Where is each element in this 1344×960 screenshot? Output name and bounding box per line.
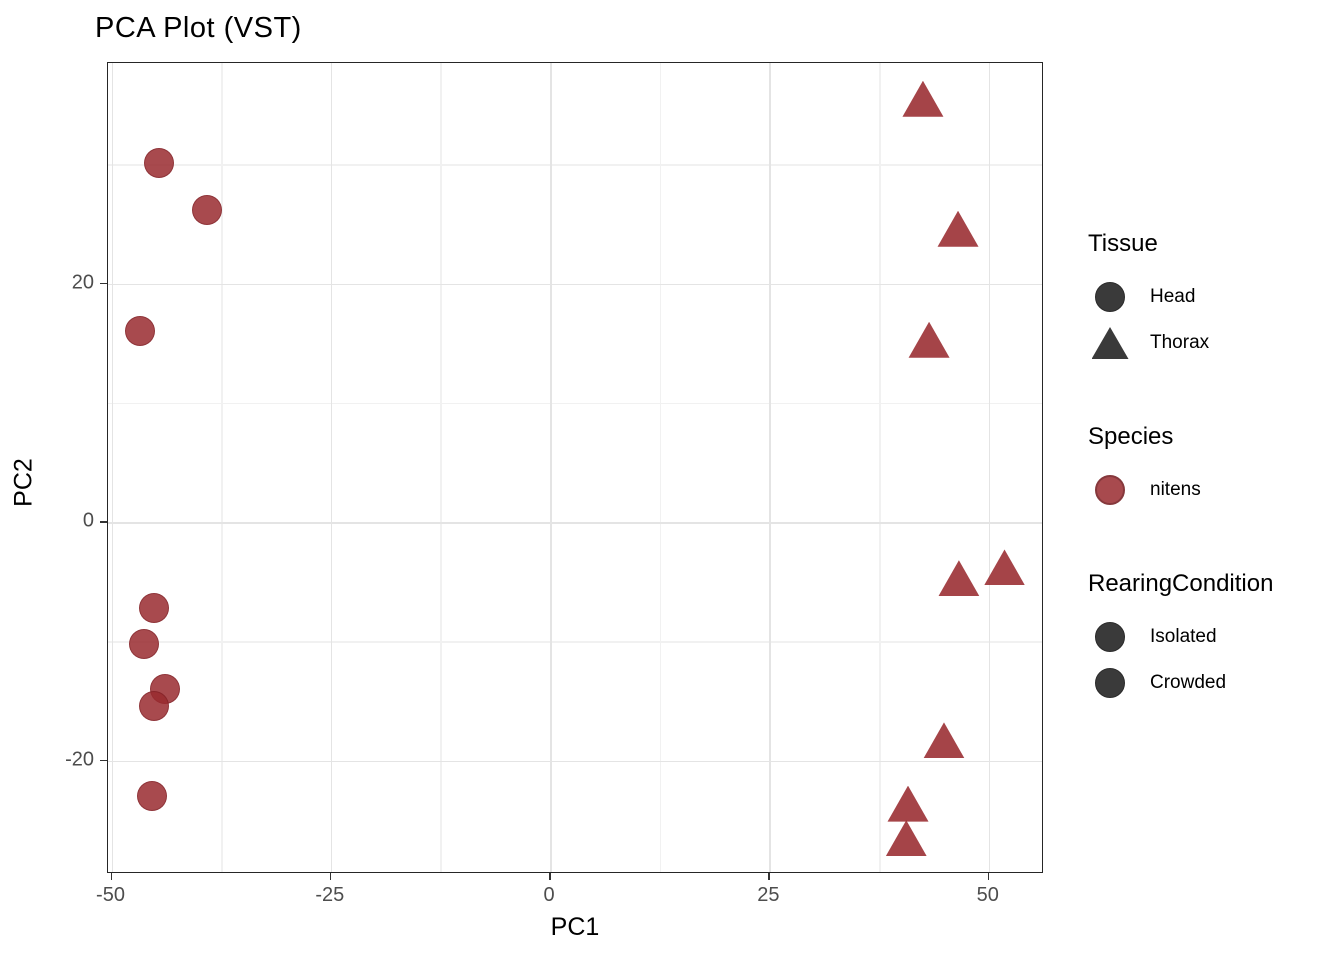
x-gridline-minor	[221, 63, 223, 872]
legend-label-head: Head	[1150, 286, 1196, 307]
legend-item-head: Head	[1088, 274, 1209, 320]
x-axis-tick	[987, 873, 990, 880]
y-tick-label: 20	[71, 271, 94, 294]
data-point-triangle-thorax	[902, 80, 944, 117]
legend-title-rearing: RearingCondition	[1088, 570, 1274, 597]
plot-title: PCA Plot (VST)	[95, 12, 302, 44]
x-gridline-major	[769, 63, 771, 872]
data-point-circle-head	[128, 628, 159, 659]
y-gridline-major	[108, 760, 1042, 763]
x-tick-label: -50	[96, 884, 125, 906]
x-gridline-minor	[879, 63, 881, 872]
data-point-circle-head	[138, 690, 169, 721]
data-point-triangle-thorax	[937, 210, 979, 247]
head-circle-icon	[1095, 282, 1125, 312]
data-point-circle-head	[138, 593, 169, 624]
legend-label-thorax: Thorax	[1150, 332, 1210, 353]
x-gridline-major	[111, 63, 113, 872]
y-gridline-minor	[108, 164, 1042, 166]
x-tick-label: 25	[757, 884, 780, 906]
nitens-circle-icon	[1095, 475, 1125, 505]
x-gridline-major	[330, 63, 333, 872]
x-axis-tick	[110, 873, 112, 880]
thorax-triangle-icon	[1091, 327, 1129, 359]
legend-label-nitens: nitens	[1150, 479, 1201, 500]
data-point-triangle-thorax	[908, 321, 950, 358]
data-point-circle-head	[143, 148, 174, 179]
x-gridline-minor	[659, 63, 662, 872]
plot-panel	[107, 62, 1043, 873]
legend-item-thorax: Thorax	[1088, 320, 1209, 366]
x-axis-tick	[329, 873, 332, 880]
y-gridline-major	[108, 522, 1042, 524]
isolated-circle-icon	[1095, 622, 1125, 652]
y-tick-label: -20	[65, 748, 94, 771]
data-point-triangle-thorax	[885, 820, 927, 857]
crowded-circle-icon	[1095, 668, 1125, 698]
data-point-circle-head	[136, 781, 167, 812]
y-axis-tick	[100, 759, 107, 762]
data-point-circle-head	[124, 316, 155, 347]
legend-item-crowded: Crowded	[1088, 660, 1273, 706]
x-axis-tick	[768, 873, 770, 880]
x-gridline-minor	[440, 63, 442, 872]
legend-group-tissue: Tissue Head Thorax	[1088, 230, 1209, 366]
x-gridline-major	[988, 63, 991, 872]
x-axis-tick	[549, 873, 551, 880]
data-point-triangle-thorax	[923, 722, 965, 759]
data-point-triangle-thorax	[938, 560, 980, 597]
legend-label-crowded: Crowded	[1150, 672, 1227, 693]
legend-item-isolated: Isolated	[1088, 614, 1273, 660]
x-tick-label: 0	[543, 884, 555, 906]
legend-label-isolated: Isolated	[1150, 626, 1217, 647]
y-gridline-major	[108, 283, 1042, 286]
y-gridline-minor	[108, 402, 1042, 405]
data-point-triangle-thorax	[887, 785, 929, 822]
data-point-circle-head	[192, 194, 223, 225]
legend-title-tissue: Tissue	[1088, 230, 1158, 257]
x-axis-title: PC1	[550, 913, 600, 941]
y-gridline-minor	[108, 641, 1042, 643]
x-tick-label: -25	[315, 884, 345, 906]
legend-item-nitens: nitens	[1088, 467, 1201, 513]
y-tick-label: 0	[82, 509, 94, 532]
legend-group-species: Species nitens	[1088, 423, 1201, 513]
x-tick-label: 50	[976, 884, 999, 906]
legend-title-species: Species	[1088, 423, 1174, 450]
y-axis-tick	[100, 282, 107, 285]
legend-group-rearing: RearingCondition Isolated Crowded	[1088, 570, 1273, 706]
y-axis-tick	[100, 521, 107, 523]
y-axis-title: PC2	[9, 458, 38, 507]
x-gridline-major	[550, 63, 552, 872]
